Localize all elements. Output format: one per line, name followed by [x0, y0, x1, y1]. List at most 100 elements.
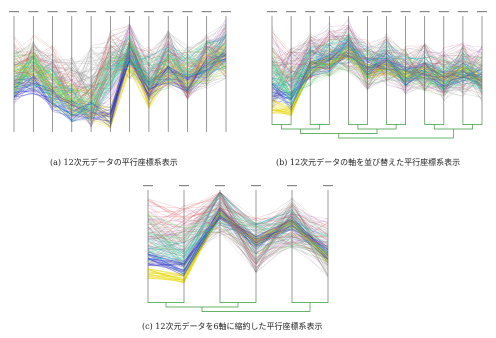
data-polyline: [271, 48, 483, 95]
data-polyline: [13, 48, 227, 117]
panel-c: (c) 12次元データを6軸に縮約した平行座標系表示: [138, 176, 358, 338]
data-polyline: [13, 51, 227, 115]
data-polyline: [147, 191, 329, 259]
data-polyline: [13, 27, 227, 109]
data-polyline: [13, 46, 227, 94]
data-polyline: [271, 41, 483, 97]
data-polyline: [271, 35, 483, 81]
data-polyline: [13, 40, 227, 102]
axis-label-mark: [381, 11, 392, 13]
data-polyline: [13, 42, 227, 121]
data-polyline: [13, 27, 227, 100]
data-polyline: [13, 31, 227, 121]
data-polyline: [13, 33, 227, 103]
data-polyline: [147, 204, 329, 260]
data-polyline: [147, 206, 329, 266]
data-polyline: [271, 35, 483, 86]
parallel-coordinates-plot-b: [267, 11, 487, 139]
data-polyline: [271, 35, 483, 89]
data-polyline: [271, 46, 483, 106]
data-polyline: [147, 198, 329, 245]
data-polyline: [147, 199, 329, 255]
data-polyline: [147, 191, 329, 269]
data-polyline: [147, 192, 329, 245]
data-polyline: [271, 38, 483, 99]
data-polyline: [147, 210, 329, 268]
data-polyline: [147, 193, 329, 265]
data-polyline: [147, 196, 329, 276]
axis-label-mark: [163, 11, 174, 13]
data-polyline: [271, 42, 483, 105]
data-polyline: [147, 214, 329, 273]
data-polyline: [147, 213, 329, 260]
dendrogram-link: [281, 124, 321, 130]
data-polyline: [271, 33, 483, 94]
data-polyline: [13, 40, 227, 103]
dendrogram-link: [348, 120, 368, 125]
data-polyline: [271, 24, 483, 80]
data-polyline: [271, 54, 483, 95]
data-polyline: [147, 220, 329, 260]
axes: [267, 11, 487, 120]
data-polyline: [13, 52, 227, 103]
data-polyline: [13, 47, 227, 106]
data-polyline: [271, 35, 483, 94]
data-polyline: [271, 45, 483, 90]
data-polyline: [147, 195, 329, 268]
data-polyline: [147, 191, 329, 255]
data-polyline: [147, 203, 329, 266]
data-polyline: [271, 38, 483, 88]
data-polyline: [271, 32, 483, 107]
dendrogram-link: [462, 120, 483, 125]
data-polyline: [13, 34, 227, 98]
dendrogram-link: [201, 302, 311, 312]
data-polyline: [271, 34, 483, 87]
data-polyline: [147, 222, 329, 264]
dendrogram-link: [165, 302, 239, 308]
data-polyline: [271, 50, 483, 102]
data-polyline: [147, 202, 329, 261]
data-polyline: [271, 36, 483, 94]
data-polyline: [147, 202, 329, 259]
data-polyline: [13, 30, 227, 98]
data-polyline: [147, 207, 329, 265]
data-polyline: [147, 200, 329, 245]
data-polyline: [271, 47, 483, 105]
data-polyline: [271, 26, 483, 86]
data-polyline: [147, 195, 329, 260]
data-polyline: [271, 38, 483, 86]
polylines: [147, 191, 329, 284]
dendrogram-link: [300, 129, 378, 134]
data-polyline: [271, 26, 483, 92]
data-polyline: [13, 25, 227, 116]
axis-label-mark: [419, 11, 430, 13]
data-polyline: [147, 216, 329, 255]
data-polyline: [271, 31, 483, 91]
data-polyline: [13, 41, 227, 105]
data-polyline: [271, 55, 483, 95]
data-polyline: [271, 46, 483, 90]
data-polyline: [147, 211, 329, 262]
data-polyline: [13, 27, 227, 97]
data-polyline: [271, 32, 483, 109]
data-polyline: [147, 215, 329, 263]
data-polyline: [271, 44, 483, 90]
dendrogram-link: [271, 120, 292, 125]
data-polyline: [147, 204, 329, 273]
data-polyline: [147, 207, 329, 272]
data-polyline: [147, 192, 329, 260]
axis-label-mark: [47, 11, 58, 13]
data-polyline: [147, 193, 329, 269]
axis-label-mark: [305, 11, 316, 13]
axis-label-mark: [86, 11, 97, 13]
data-polyline: [271, 38, 483, 91]
data-polyline: [147, 209, 329, 259]
data-polyline: [147, 191, 329, 249]
data-polyline: [147, 231, 329, 267]
polylines: [13, 18, 227, 129]
data-polyline: [13, 55, 227, 105]
data-polyline: [147, 209, 329, 268]
data-polyline: [147, 215, 329, 263]
data-polyline: [271, 35, 483, 91]
data-polyline: [147, 213, 329, 256]
